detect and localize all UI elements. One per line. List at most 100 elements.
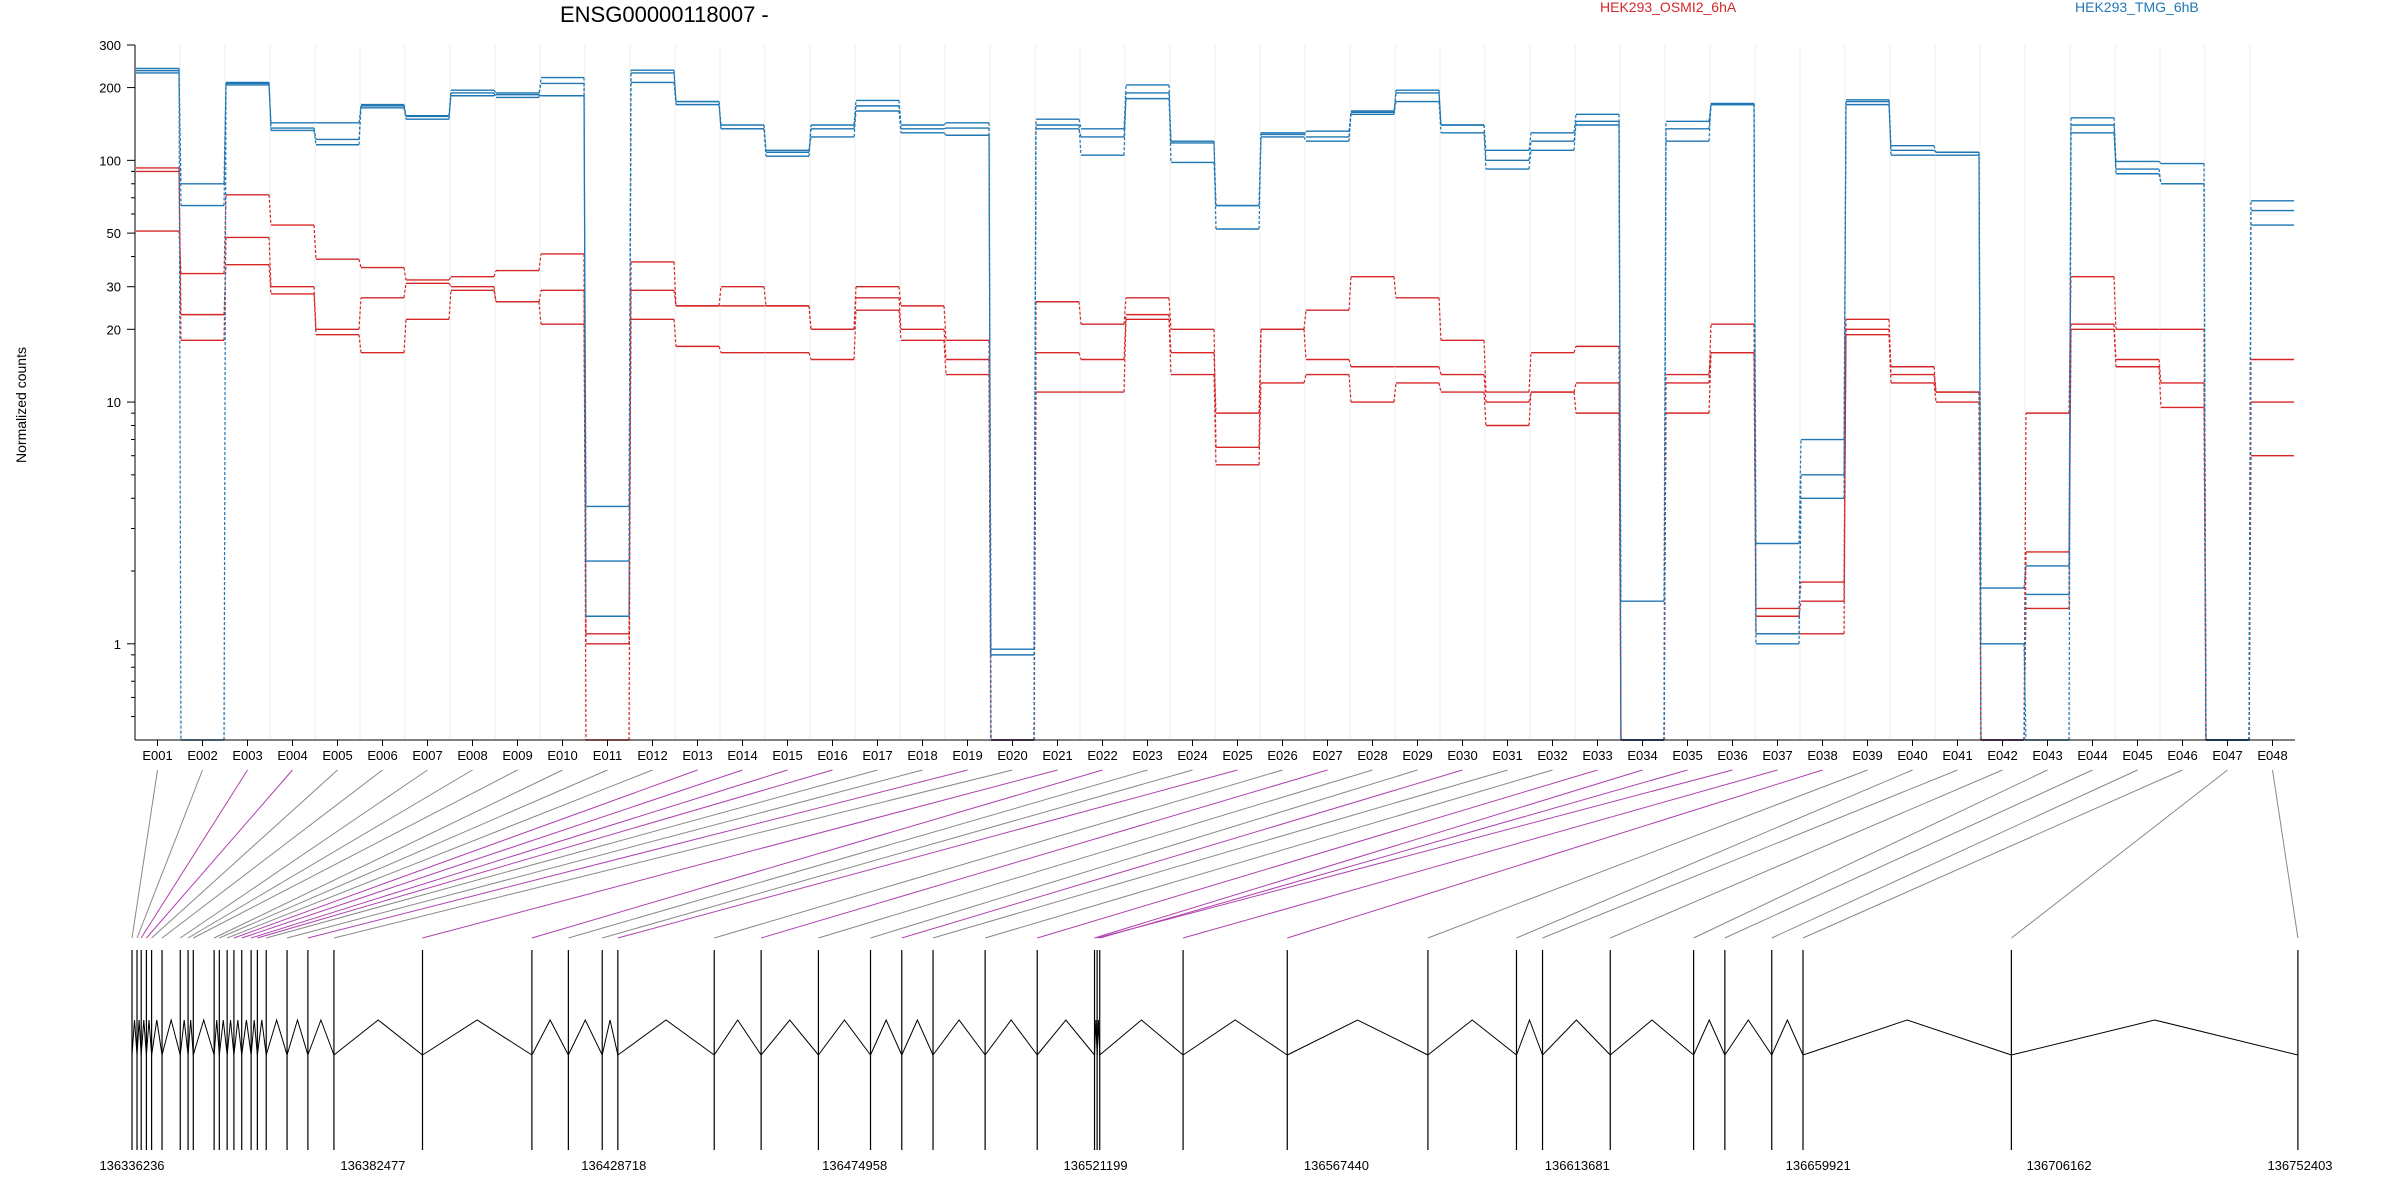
data-connector — [403, 267, 407, 281]
data-connector — [538, 83, 542, 94]
coordinate-label: 136428718 — [581, 1158, 646, 1173]
data-connector — [1888, 319, 1892, 375]
x-tick-label: E042 — [1987, 748, 2017, 763]
x-tick-label: E032 — [1537, 748, 1567, 763]
data-connector — [988, 128, 992, 655]
data-connector — [1123, 84, 1127, 129]
exon-connector — [333, 769, 1013, 939]
data-connector — [1528, 132, 1532, 151]
data-connector — [1618, 121, 1622, 741]
x-tick-label: E046 — [2167, 748, 2197, 763]
data-connector — [1303, 136, 1307, 142]
exon-connector — [233, 769, 698, 939]
data-connector — [2113, 117, 2117, 162]
x-tick-label: E024 — [1177, 748, 1207, 763]
data-connector — [1753, 104, 1757, 544]
data-connector — [1303, 130, 1307, 135]
exon-connector — [1096, 769, 1733, 939]
coordinate-label: 136659921 — [1786, 1158, 1851, 1173]
data-connector — [1348, 359, 1352, 367]
exon-connector — [140, 769, 248, 939]
x-tick-label: E048 — [2257, 748, 2287, 763]
intron-line — [1287, 1019, 1429, 1056]
data-connector — [673, 82, 677, 105]
data-connector — [1393, 382, 1397, 403]
data-connector — [1663, 382, 1667, 741]
x-tick-label: E030 — [1447, 748, 1477, 763]
data-connector — [448, 282, 452, 288]
exon-connector — [241, 769, 743, 939]
exon-connector — [1037, 769, 1598, 939]
y-axis-label: Normalized counts — [13, 347, 29, 463]
x-tick-label: E035 — [1672, 748, 1702, 763]
exon-connector — [1724, 769, 2093, 939]
exon-connector — [1287, 769, 1823, 939]
intron-line — [1609, 1019, 1694, 1056]
exon-connector — [1771, 769, 2138, 939]
data-connector — [1258, 382, 1262, 465]
data-connector — [1123, 297, 1127, 325]
x-tick-label: E011 — [593, 748, 622, 763]
data-connector — [358, 297, 362, 330]
y-tick-label: 30 — [107, 280, 121, 295]
data-connector — [1933, 366, 1937, 393]
data-connector — [1483, 392, 1487, 426]
data-connector — [178, 70, 182, 741]
data-connector — [718, 346, 722, 353]
exon-connector — [193, 769, 518, 939]
intron-line — [233, 1019, 243, 1056]
exon-connector — [219, 769, 608, 939]
data-connector — [1123, 319, 1127, 393]
data-connector — [763, 128, 767, 153]
x-tick-label: E003 — [232, 748, 262, 763]
intron-line — [213, 1019, 220, 1056]
data-connector — [1888, 101, 1892, 156]
data-connector — [403, 283, 407, 298]
data-connector — [1303, 329, 1307, 360]
coordinate-label: 136336236 — [99, 1158, 164, 1173]
x-tick-label: E039 — [1852, 748, 1882, 763]
data-connector — [718, 101, 722, 129]
intron-line — [226, 1019, 235, 1056]
intron-line — [1094, 1019, 1098, 1056]
data-connector — [1528, 352, 1532, 393]
data-connector — [2023, 643, 2027, 741]
series-lines — [136, 67, 2294, 741]
x-tick-label: E008 — [457, 748, 487, 763]
intron-line — [256, 1019, 267, 1056]
intron-line — [984, 1019, 1038, 1056]
intron-line — [140, 1019, 147, 1056]
intron-line — [818, 1019, 871, 1056]
intron-line — [1096, 1019, 1101, 1056]
x-tick-label: E029 — [1402, 748, 1432, 763]
coordinate-axis: 136336236 136382477 136428718 136474958 1365… — [99, 1158, 2332, 1173]
data-connector — [1528, 141, 1532, 161]
intron-line — [179, 1019, 189, 1056]
exon-connector — [1802, 769, 2183, 939]
data-connector — [448, 90, 452, 116]
data-connector — [223, 83, 227, 741]
data-connector — [1978, 392, 1982, 741]
data-connector — [583, 83, 587, 617]
x-tick-label: E040 — [1897, 748, 1927, 763]
data-connector — [1843, 99, 1847, 440]
data-connector — [673, 261, 677, 306]
exon-connector — [266, 769, 878, 939]
exon-connector — [1516, 769, 1913, 939]
data-connector — [2158, 359, 2162, 383]
data-connector — [673, 70, 677, 102]
data-connector — [2158, 366, 2162, 408]
intron-line — [2011, 1019, 2299, 1056]
intron-line — [760, 1019, 819, 1056]
series-HEK293_TMG_6hB — [136, 69, 2294, 741]
y-tick-label: 10 — [107, 395, 121, 410]
data-connector — [538, 94, 542, 97]
data-connector — [313, 286, 317, 330]
data-connector — [1753, 103, 1757, 634]
y-tick-label: 300 — [99, 38, 121, 53]
data-connector — [1213, 352, 1217, 414]
data-connector — [2023, 594, 2027, 741]
data-connector — [2113, 132, 2117, 170]
intron-line — [1516, 1018, 1543, 1056]
data-connector — [1933, 145, 1937, 153]
